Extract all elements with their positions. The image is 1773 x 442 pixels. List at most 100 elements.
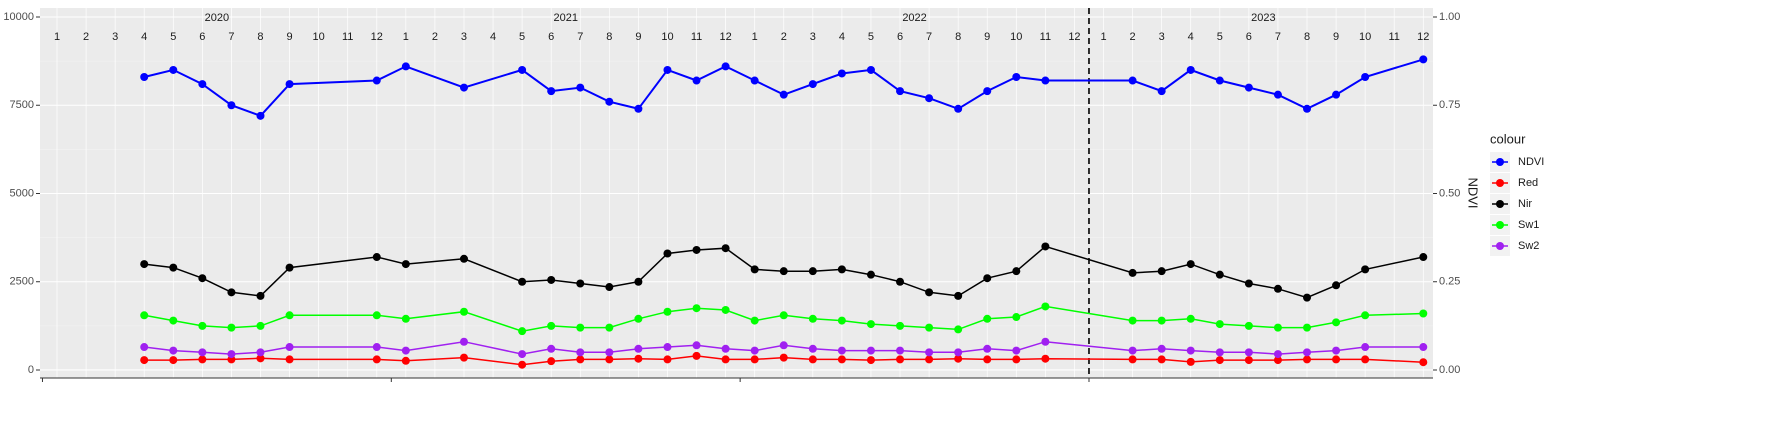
data-point xyxy=(925,323,934,332)
data-point xyxy=(663,343,672,352)
data-point xyxy=(1244,348,1253,357)
data-point xyxy=(372,253,381,262)
data-point xyxy=(954,348,963,357)
data-point xyxy=(459,254,468,263)
data-point xyxy=(1332,90,1341,99)
month-label: 7 xyxy=(1275,31,1281,43)
legend-dot xyxy=(1496,200,1504,208)
data-point xyxy=(779,90,788,99)
data-point xyxy=(1361,73,1370,82)
data-point xyxy=(459,337,468,346)
month-label: 4 xyxy=(490,31,496,43)
month-label: 6 xyxy=(897,31,903,43)
series-line xyxy=(144,355,1424,366)
month-label: 10 xyxy=(1359,31,1371,43)
y-tick-label: 10000 xyxy=(3,11,34,23)
data-point xyxy=(692,304,701,313)
y2-tick-label: 1.00 xyxy=(1439,11,1460,23)
data-point xyxy=(1128,268,1137,277)
y2-tick-label: 0.00 xyxy=(1439,364,1460,376)
data-point xyxy=(808,344,817,353)
month-label: 9 xyxy=(286,31,292,43)
legend-dot xyxy=(1496,221,1504,229)
month-label: 11 xyxy=(1040,31,1051,43)
data-point xyxy=(401,260,410,269)
data-point xyxy=(518,65,527,74)
data-point xyxy=(605,283,614,292)
data-point xyxy=(837,265,846,274)
data-point xyxy=(1186,357,1195,366)
data-point xyxy=(256,348,265,357)
data-point xyxy=(1128,316,1137,325)
month-label: 7 xyxy=(926,31,932,43)
data-point xyxy=(1215,348,1224,357)
data-point xyxy=(983,355,992,364)
data-point xyxy=(1244,321,1253,330)
month-label: 2 xyxy=(781,31,787,43)
data-point xyxy=(576,323,585,332)
month-label: 5 xyxy=(868,31,874,43)
data-point xyxy=(1157,87,1166,96)
month-label: 12 xyxy=(371,31,383,43)
data-point xyxy=(866,320,875,329)
data-point xyxy=(1041,354,1050,363)
data-point xyxy=(256,354,265,363)
data-point xyxy=(634,314,643,323)
month-label: 2 xyxy=(83,31,89,43)
data-point xyxy=(779,353,788,362)
data-point xyxy=(605,355,614,364)
legend: NDVI Red Nir Sw1 Sw2 xyxy=(1490,152,1544,256)
data-point xyxy=(547,344,556,353)
data-point xyxy=(750,76,759,85)
data-point xyxy=(954,354,963,363)
data-point xyxy=(518,277,527,286)
data-point xyxy=(1041,242,1050,251)
data-point xyxy=(1332,281,1341,290)
y2-tick-label: 0.25 xyxy=(1439,276,1460,288)
month-label: 1 xyxy=(752,31,758,43)
month-label: 7 xyxy=(577,31,583,43)
data-point xyxy=(837,355,846,364)
data-point xyxy=(169,65,178,74)
legend-label: Red xyxy=(1518,177,1538,189)
data-point xyxy=(518,350,527,359)
data-point xyxy=(576,83,585,92)
month-label: 8 xyxy=(1304,31,1310,43)
data-point xyxy=(140,260,149,269)
month-label: 8 xyxy=(955,31,961,43)
data-point xyxy=(954,291,963,300)
month-label: 3 xyxy=(810,31,816,43)
data-point xyxy=(576,279,585,288)
data-point xyxy=(140,73,149,82)
data-point xyxy=(721,344,730,353)
data-point xyxy=(721,305,730,314)
data-point xyxy=(459,353,468,362)
data-point xyxy=(1186,260,1195,269)
month-label: 3 xyxy=(461,31,467,43)
data-point xyxy=(198,274,207,283)
data-point xyxy=(1303,323,1312,332)
month-label: 4 xyxy=(839,31,845,43)
data-point xyxy=(692,341,701,350)
data-point xyxy=(896,321,905,330)
data-point xyxy=(227,288,236,297)
data-point xyxy=(372,343,381,352)
data-point xyxy=(866,356,875,365)
data-point xyxy=(605,348,614,357)
data-point xyxy=(1215,270,1224,279)
data-point xyxy=(1273,323,1282,332)
data-point xyxy=(1361,343,1370,352)
data-point xyxy=(1157,316,1166,325)
month-label: 6 xyxy=(199,31,205,43)
month-label: 1 xyxy=(1100,31,1106,43)
data-point xyxy=(372,355,381,364)
data-point xyxy=(198,355,207,364)
data-point xyxy=(1244,279,1253,288)
data-point xyxy=(256,321,265,330)
data-point xyxy=(983,274,992,283)
month-label: 1 xyxy=(54,31,60,43)
data-point xyxy=(634,277,643,286)
data-point xyxy=(750,355,759,364)
data-point xyxy=(634,344,643,353)
